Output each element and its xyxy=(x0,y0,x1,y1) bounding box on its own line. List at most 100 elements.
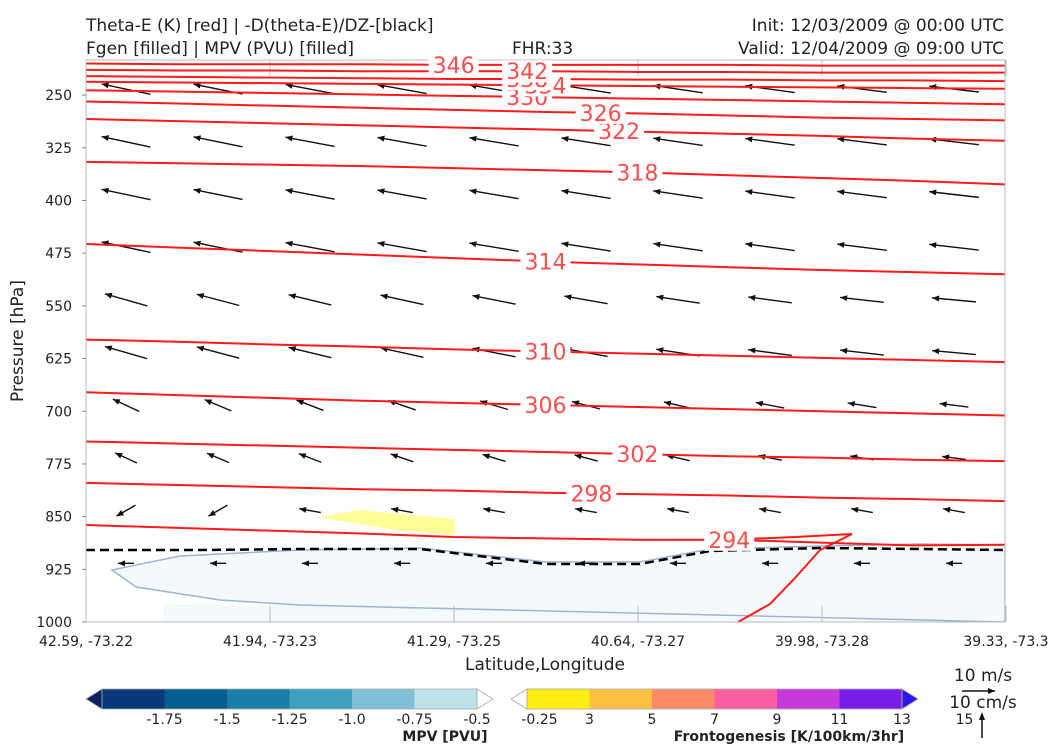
wind-vector-head xyxy=(101,187,110,194)
wind-vector-head xyxy=(377,241,385,247)
wind-vector-head xyxy=(847,401,856,408)
wind-vector-head xyxy=(1035,507,1042,513)
wind-vector xyxy=(377,84,427,95)
wind-vector-head xyxy=(932,348,940,355)
wind-vector-head xyxy=(377,188,385,195)
wind-vector xyxy=(840,349,884,356)
wind-vector-head xyxy=(296,399,305,406)
wind-vector xyxy=(104,345,148,360)
y-axis-label: Pressure [hPa] xyxy=(8,280,28,402)
x-tick-label: 41.94, -73.23 xyxy=(223,634,317,650)
wind-vector-head xyxy=(561,241,569,248)
wind-vector-head xyxy=(193,188,201,194)
wind-vector-head xyxy=(391,506,399,513)
wind-vector xyxy=(1035,509,1050,513)
title-line-2: Fgen [filled] | MPV (PVU) [filled] xyxy=(86,39,354,59)
wind-vector-head xyxy=(929,242,937,249)
theta-e-contour-label-298: 298 xyxy=(570,482,612,507)
wind-vector-head xyxy=(204,399,213,406)
wind-vector-head xyxy=(656,294,664,301)
init-time: Init: 12/03/2009 @ 00:00 UTC xyxy=(752,16,1004,36)
wind-vector-head xyxy=(932,295,940,302)
wind-vector xyxy=(561,137,611,147)
colorbar-tick-label: 13 xyxy=(893,712,911,728)
theta-e-contour-326 xyxy=(86,100,1005,122)
colorbar-swatch xyxy=(527,689,590,709)
wind-vector xyxy=(929,190,979,199)
theta-e-contour-label-342: 342 xyxy=(506,60,548,85)
wind-vector xyxy=(472,294,516,305)
wind-vector-head xyxy=(561,188,569,195)
contour-label-bg xyxy=(704,528,755,551)
contour-label-bg xyxy=(594,120,645,143)
wind-vector xyxy=(469,189,519,200)
colorbar-swatch xyxy=(652,689,715,709)
y-tick-label: 1000 xyxy=(36,615,72,631)
wind-vector xyxy=(932,349,976,356)
wind-vector xyxy=(561,189,611,200)
contour-label-bg xyxy=(575,101,626,124)
colorbar-tick-label: -1.25 xyxy=(271,712,307,728)
colorbar-swatch xyxy=(414,689,478,709)
contour-label-bg xyxy=(428,53,479,76)
y-tick-label: 925 xyxy=(45,562,72,578)
colorbar-tick-label: 5 xyxy=(648,712,657,728)
y-tick-label: 700 xyxy=(45,404,72,420)
wind-vector-head xyxy=(1024,349,1031,355)
wind-vector-head xyxy=(663,400,672,407)
colorbar-tick-label: 9 xyxy=(773,712,782,728)
wind-vector xyxy=(929,243,979,251)
wind-vector xyxy=(745,190,795,199)
wind-vector-head xyxy=(670,560,677,567)
wind-vector-head xyxy=(112,399,121,405)
wind-vector xyxy=(837,190,887,199)
wind-vector xyxy=(101,83,151,96)
wind-vector xyxy=(932,297,976,303)
wind-vector-head xyxy=(469,135,477,142)
wind-vector xyxy=(288,346,332,359)
wind-vector-head xyxy=(472,294,480,300)
y-tick-label: 475 xyxy=(45,246,72,262)
wind-vector-head xyxy=(486,560,493,567)
colorbar-swatch xyxy=(102,689,165,709)
wind-vector-head xyxy=(667,506,675,513)
wind-vector xyxy=(653,137,703,147)
plot-area: 2942983023063103143183223263303343383423… xyxy=(85,53,1050,623)
wind-vector xyxy=(101,188,151,201)
wind-vector-head xyxy=(837,241,845,248)
wind-vector-head xyxy=(653,188,661,195)
contour-label-bg xyxy=(520,393,571,416)
wind-vector-head xyxy=(394,560,401,567)
wind-vector-head xyxy=(755,400,764,407)
wind-vector xyxy=(1024,351,1050,354)
wind-vector-head xyxy=(469,188,477,195)
wind-vector xyxy=(1021,192,1050,197)
x-tick-label: 41.29, -73.25 xyxy=(407,634,501,650)
wind-vector xyxy=(748,296,792,304)
wind-vector-head xyxy=(118,560,125,567)
wind-vector xyxy=(1024,298,1050,301)
wind-vector-head xyxy=(288,293,297,300)
wind-vector xyxy=(377,189,427,200)
colorbar-tick-label: -1.75 xyxy=(146,712,182,728)
wind-vector xyxy=(380,294,424,306)
theta-e-contour-label-346: 346 xyxy=(433,54,475,79)
wind-vector-head xyxy=(574,453,582,460)
wind-vector xyxy=(104,293,148,307)
wind-vector-head xyxy=(1021,137,1028,143)
wind-vector xyxy=(1032,404,1050,407)
theta-e-contour-302 xyxy=(86,440,1005,463)
wind-vector-head xyxy=(1034,455,1041,461)
wind-vector-head xyxy=(840,347,848,354)
wind-vector xyxy=(469,242,519,253)
wind-vector-head xyxy=(837,189,845,196)
wind-vector-head xyxy=(483,506,491,513)
wind-vector xyxy=(1021,139,1050,144)
x-tick-label: 39.33, -73.3 xyxy=(963,634,1048,650)
colorbar-tick-label: -1.0 xyxy=(338,712,365,728)
contour-label-bg xyxy=(612,443,663,466)
wind-vector-head xyxy=(1024,296,1031,302)
y-tick-label: 550 xyxy=(45,299,72,315)
wind-vector-head xyxy=(210,560,217,567)
